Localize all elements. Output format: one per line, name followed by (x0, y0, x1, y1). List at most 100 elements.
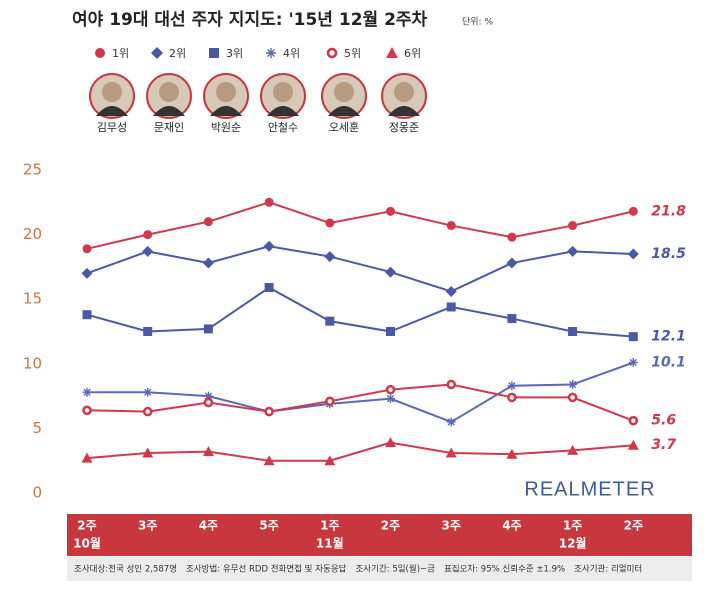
footer-item: 조사기간: 5일(월)~금 (355, 564, 435, 575)
marker (142, 245, 154, 257)
unit-note: 단위: % (462, 17, 493, 28)
watermark: REALMETER (524, 478, 655, 500)
candidate-name: 안철수 (268, 121, 298, 134)
x-tick-label: 3주 (442, 519, 461, 533)
portrait-body (210, 106, 242, 116)
footer-band (67, 557, 692, 581)
marker (209, 48, 219, 58)
legend-label: 4위 (283, 47, 300, 60)
marker (567, 392, 578, 403)
marker (143, 230, 153, 240)
marker (142, 406, 153, 417)
series-line (87, 361, 634, 424)
marker (325, 218, 335, 228)
marker (81, 267, 93, 279)
marker (82, 387, 92, 397)
marker (386, 327, 395, 336)
marker (264, 283, 274, 293)
x-tick-label: 4주 (502, 519, 521, 533)
marker (325, 316, 335, 326)
portrait-head (334, 82, 354, 102)
x-tick-label: 2주 (77, 519, 96, 533)
marker (507, 381, 517, 391)
x-tick-label: 3주 (138, 519, 157, 533)
marker (627, 439, 639, 450)
y-tick-label: 20 (23, 225, 42, 243)
marker (324, 251, 336, 263)
marker (446, 417, 456, 427)
marker (81, 452, 93, 463)
portrait-body (96, 106, 128, 116)
marker (386, 206, 395, 216)
portrait-body (267, 106, 299, 116)
marker (263, 455, 275, 466)
marker (628, 415, 639, 426)
footer-item: 조사기관: 리얼미터 (574, 564, 642, 575)
value-label: 18.5 (651, 246, 686, 262)
series-line (86, 383, 634, 422)
portrait-body (388, 106, 420, 116)
value-label: 21.8 (651, 203, 686, 219)
marker (142, 447, 154, 458)
marker (203, 217, 213, 227)
y-tick-label: 25 (23, 161, 42, 179)
x-tick-label: 1주 (563, 519, 582, 533)
portrait-head (216, 82, 236, 102)
series-line (86, 286, 634, 338)
marker (568, 327, 578, 336)
x-axis-band (67, 514, 692, 556)
marker (264, 197, 274, 207)
marker (385, 384, 396, 395)
marker (263, 240, 275, 252)
legend-label: 5위 (344, 47, 361, 60)
marker (507, 392, 517, 403)
marker (151, 47, 163, 59)
x-tick-label: 5주 (259, 519, 278, 533)
marker (446, 379, 457, 390)
y-tick-label: 5 (32, 419, 42, 437)
value-label: 12.1 (651, 329, 686, 345)
footer-item: 조사방법: 유무선 RDD 전화면접 및 자동응답 (186, 564, 347, 575)
marker (567, 245, 579, 257)
marker (627, 248, 639, 260)
footer-item: 조사대상:전국 성인 2,587명 (74, 564, 177, 575)
series-line (86, 441, 634, 462)
marker (326, 47, 338, 59)
y-tick-label: 15 (23, 290, 42, 308)
marker (385, 266, 396, 278)
marker (568, 379, 578, 389)
candidate-name: 오세훈 (329, 121, 359, 134)
marker (266, 48, 276, 58)
candidate-name: 정몽준 (389, 121, 419, 134)
series-line (86, 245, 634, 293)
x-month-label: 12월 (559, 536, 587, 551)
marker (82, 244, 92, 254)
marker (95, 48, 105, 58)
legend-label: 1위 (112, 47, 129, 60)
legend-label: 2위 (169, 47, 186, 60)
marker (506, 448, 518, 459)
marker (628, 358, 638, 368)
candidate-name: 문재인 (154, 121, 184, 134)
marker (202, 257, 214, 269)
marker (507, 314, 517, 324)
x-tick-label: 2주 (381, 519, 400, 533)
portrait-head (394, 82, 414, 102)
marker (628, 206, 638, 216)
marker (568, 221, 578, 231)
marker (264, 406, 274, 417)
x-tick-label: 1주 (320, 519, 339, 533)
x-month-label: 10월 (73, 536, 101, 551)
chart-title: 여야 19대 대선 주자 지지도: '15년 12월 2주차 (72, 10, 428, 30)
marker (445, 285, 457, 297)
marker (143, 327, 153, 336)
marker (324, 396, 335, 407)
marker (386, 47, 398, 58)
marker (143, 387, 153, 397)
marker (202, 446, 214, 457)
x-tick-label: 2주 (624, 519, 643, 533)
value-label: 3.7 (651, 437, 676, 453)
marker (203, 397, 214, 408)
series-line (86, 201, 634, 250)
